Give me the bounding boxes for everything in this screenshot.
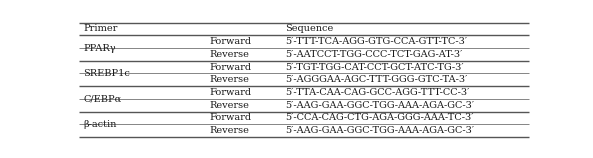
- Text: 5′-AATCCT-TGG-CCC-TCT-GAG-AT-3′: 5′-AATCCT-TGG-CCC-TCT-GAG-AT-3′: [286, 50, 463, 59]
- Text: Reverse: Reverse: [210, 50, 250, 59]
- Text: Sequence: Sequence: [286, 24, 334, 33]
- Text: 5′-CCA-CAG-CTG-AGA-GGG-AAA-TC-3′: 5′-CCA-CAG-CTG-AGA-GGG-AAA-TC-3′: [286, 113, 474, 122]
- Text: 5′-AAG-GAA-GGC-TGG-AAA-AGA-GC-3′: 5′-AAG-GAA-GGC-TGG-AAA-AGA-GC-3′: [286, 126, 474, 135]
- Text: Forward: Forward: [210, 88, 252, 97]
- Text: Reverse: Reverse: [210, 75, 250, 84]
- Text: Reverse: Reverse: [210, 101, 250, 110]
- Text: 5′-TTA-CAA-CAG-GCC-AGG-TTT-CC-3′: 5′-TTA-CAA-CAG-GCC-AGG-TTT-CC-3′: [286, 88, 470, 97]
- Text: Forward: Forward: [210, 113, 252, 122]
- Text: PPARγ: PPARγ: [83, 43, 116, 52]
- Text: C/EBPα: C/EBPα: [83, 94, 122, 103]
- Text: β-actin: β-actin: [83, 120, 117, 129]
- Text: Forward: Forward: [210, 37, 252, 46]
- Text: 5′-AGGGAA-AGC-TTT-GGG-GTC-TA-3′: 5′-AGGGAA-AGC-TTT-GGG-GTC-TA-3′: [286, 75, 468, 84]
- Text: 5′-TGT-TGG-CAT-CCT-GCT-ATC-TG-3′: 5′-TGT-TGG-CAT-CCT-GCT-ATC-TG-3′: [286, 63, 464, 72]
- Text: Forward: Forward: [210, 63, 252, 72]
- Text: 5′-AAG-GAA-GGC-TGG-AAA-AGA-GC-3′: 5′-AAG-GAA-GGC-TGG-AAA-AGA-GC-3′: [286, 101, 474, 110]
- Text: 5′-TTT-TCA-AGG-GTG-CCA-GTT-TC-3′: 5′-TTT-TCA-AGG-GTG-CCA-GTT-TC-3′: [286, 37, 468, 46]
- Text: Reverse: Reverse: [210, 126, 250, 135]
- Text: SREBP1c: SREBP1c: [83, 69, 130, 78]
- Text: Primer: Primer: [83, 24, 117, 33]
